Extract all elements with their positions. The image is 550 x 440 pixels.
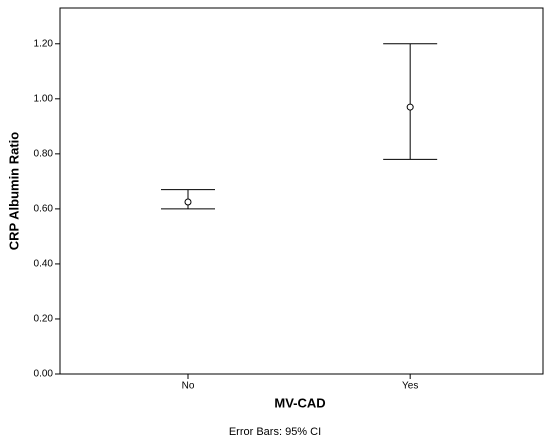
y-tick-label: 0.60 (34, 204, 54, 215)
y-tick-label: 0.20 (34, 314, 54, 325)
x-axis-title: MV-CAD (274, 395, 325, 410)
y-tick-label: 0.40 (34, 259, 54, 270)
y-axis-title: CRP Albumin Ratio (6, 132, 21, 251)
y-tick-label: 1.00 (34, 93, 54, 104)
x-tick-label: Yes (402, 381, 418, 392)
y-tick-label: 0.80 (34, 148, 54, 159)
footnote: Error Bars: 95% CI (229, 426, 321, 438)
y-tick-label: 0.00 (34, 369, 54, 380)
plot-frame (59, 7, 544, 375)
y-tick-label: 1.20 (34, 38, 54, 49)
mean-marker (406, 103, 414, 111)
x-tick-label: No (182, 381, 195, 392)
mean-marker (184, 198, 192, 206)
